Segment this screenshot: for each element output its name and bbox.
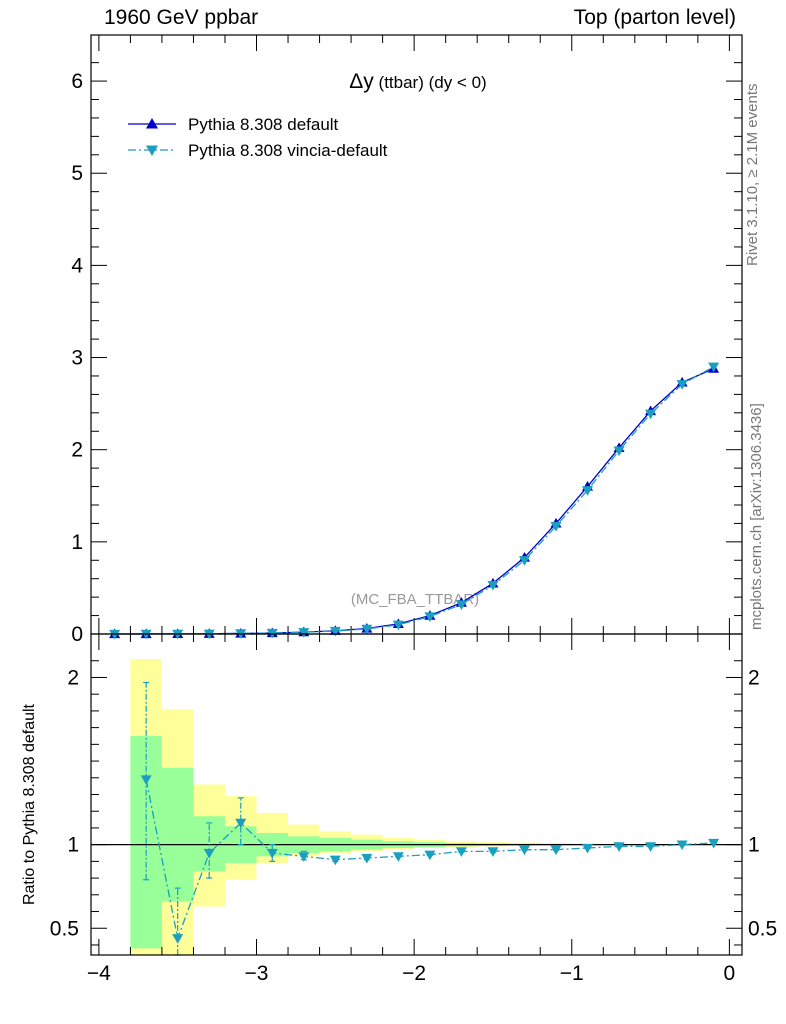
y-tick-label: 5 bbox=[71, 162, 83, 185]
ratio-y-tick-label-right: 1 bbox=[748, 834, 760, 857]
series-1-point bbox=[518, 556, 530, 566]
ratio-point bbox=[676, 840, 688, 851]
x-tick-label: −1 bbox=[560, 962, 584, 985]
ratio-point bbox=[487, 847, 499, 857]
ratio-point bbox=[329, 855, 341, 866]
series-1-point bbox=[392, 620, 404, 631]
ratio-point bbox=[361, 853, 373, 864]
series-1-point bbox=[676, 380, 688, 390]
series-1-point bbox=[109, 629, 121, 640]
x-tick-label: −4 bbox=[87, 962, 111, 985]
series-1-point bbox=[329, 626, 341, 637]
ratio-point bbox=[298, 852, 310, 862]
series-1-point bbox=[582, 486, 594, 496]
series-1-point bbox=[550, 522, 562, 532]
series-1-point bbox=[172, 629, 184, 640]
plot-title: Δy (ttbar) (dy < 0) bbox=[349, 70, 486, 93]
ratio-point bbox=[613, 842, 625, 852]
series-1-point bbox=[455, 600, 467, 611]
ratio-plot-panel: 0.5 0.5 1 1 2 2 −4 −3 −2 −1 0 Ratio to Pythia 8.308… bbox=[21, 633, 777, 985]
ratio-point bbox=[582, 843, 594, 854]
analysis-watermark: (MC_FBA_TTBAR) bbox=[351, 591, 479, 608]
legend-label-1: Pythia 8.308 vincia-default bbox=[188, 141, 388, 160]
ratio-point bbox=[392, 852, 404, 862]
x-tick-label: −2 bbox=[402, 962, 426, 985]
series-1-point bbox=[645, 409, 657, 420]
x-tick-label: −3 bbox=[245, 962, 269, 985]
main-plot-panel: 0 1 2 3 4 5 6 Δy (ttbar) (dy < 0) (MC_FBA_TTBAR)… bbox=[71, 34, 743, 646]
ratio-band-inner bbox=[161, 767, 194, 902]
series-1-point bbox=[361, 624, 373, 635]
ratio-y-axis-label: Ratio to Pythia 8.308 default bbox=[21, 703, 38, 905]
ratio-point bbox=[266, 848, 278, 859]
ratio-y-tick-label-right: 0.5 bbox=[748, 917, 777, 940]
y-tick-label: 6 bbox=[71, 70, 83, 93]
ratio-point bbox=[518, 845, 530, 856]
legend-marker-0 bbox=[146, 118, 158, 129]
ratio-y-tick-label: 2 bbox=[67, 666, 79, 689]
legend-label-0: Pythia 8.308 default bbox=[188, 115, 339, 134]
series-1-point bbox=[298, 628, 310, 638]
ratio-point bbox=[550, 845, 562, 856]
y-tick-label: 1 bbox=[71, 531, 83, 554]
ratio-point bbox=[455, 847, 467, 857]
ratio-point bbox=[708, 838, 720, 849]
y-tick-label: 3 bbox=[71, 347, 83, 370]
ratio-point bbox=[235, 818, 247, 829]
header-right-title: Top (parton level) bbox=[573, 6, 736, 29]
x-tick-label: 0 bbox=[724, 962, 736, 985]
header-left-title: 1960 GeV ppbar bbox=[104, 6, 259, 29]
ratio-y-tick-label: 1 bbox=[67, 834, 79, 857]
legend-marker-1 bbox=[146, 145, 158, 156]
y-tick-label: 0 bbox=[71, 623, 83, 646]
ratio-y-tick-label: 0.5 bbox=[50, 917, 79, 940]
y-tick-label: 2 bbox=[71, 439, 83, 462]
series-1-point bbox=[424, 612, 436, 622]
ratio-y-tick-label-right: 2 bbox=[748, 666, 760, 689]
series-1-point bbox=[140, 629, 152, 640]
series-1-point bbox=[613, 446, 625, 457]
series-1-point bbox=[487, 581, 499, 591]
ratio-point bbox=[424, 850, 436, 861]
ratio-point bbox=[645, 842, 657, 852]
ratio-point bbox=[203, 848, 215, 859]
ratio-point bbox=[140, 775, 152, 785]
y-tick-label: 4 bbox=[71, 254, 83, 277]
ratio-point bbox=[172, 934, 184, 944]
series-1-point bbox=[708, 362, 720, 373]
